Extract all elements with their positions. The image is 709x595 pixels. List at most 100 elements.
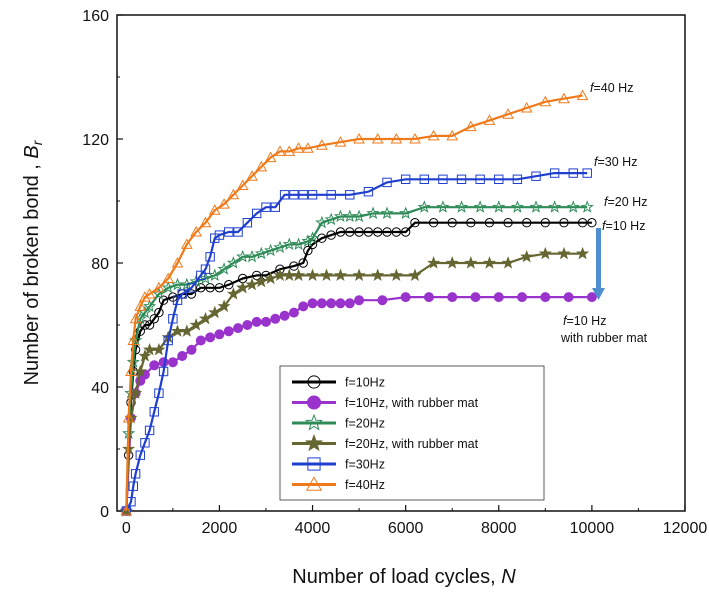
x-tick-label: 4000 (295, 520, 331, 537)
series-line (125, 221, 592, 512)
data-point (144, 425, 155, 436)
data-point (279, 190, 290, 200)
data-point (251, 316, 262, 327)
data-point (218, 198, 230, 209)
data-point (161, 280, 175, 294)
x-tick-label: 12000 (663, 520, 708, 537)
x-tick-label: 8000 (481, 520, 517, 537)
x-tick-label: 10000 (570, 520, 615, 537)
data-point (539, 95, 552, 107)
data-point (205, 252, 215, 262)
data-point (559, 218, 569, 228)
data-point (143, 287, 156, 299)
data-point (382, 227, 392, 237)
data-point (214, 230, 225, 240)
data-point (389, 268, 403, 282)
data-point (242, 320, 253, 330)
annotation-f40: f=40 Hz (590, 81, 633, 95)
x-tick-label: 2000 (202, 520, 238, 537)
data-point (129, 386, 143, 399)
data-point (483, 114, 496, 125)
data-point (582, 168, 592, 178)
data-point (186, 283, 197, 293)
data-point (352, 209, 366, 223)
data-point (428, 218, 439, 228)
data-point (217, 299, 231, 313)
y-tick-label: 40 (91, 380, 109, 397)
data-point (135, 326, 145, 336)
data-point (493, 292, 504, 303)
legend-entry-label: f=20Hz, with rubber mat (345, 437, 479, 451)
data-point (195, 335, 206, 346)
data-point (227, 188, 240, 200)
data-point (464, 256, 478, 269)
data-point (214, 329, 225, 340)
data-point (177, 289, 187, 299)
data-point (484, 218, 495, 228)
data-point (522, 218, 532, 228)
data-point (233, 227, 243, 237)
data-point (502, 108, 514, 119)
data-point (288, 307, 299, 318)
data-point (326, 298, 337, 309)
data-point (466, 218, 476, 228)
data-point (400, 292, 411, 303)
data-point (134, 300, 147, 311)
data-point (274, 145, 286, 156)
annotation-f10-rubber-var: f (563, 314, 568, 328)
annotation-f40-var: f (590, 81, 595, 95)
data-point (540, 292, 551, 303)
data-point (391, 227, 402, 237)
data-point (399, 206, 413, 219)
data-point (538, 246, 552, 260)
annotation-f30-text: =30 Hz (597, 155, 637, 169)
data-point (371, 268, 385, 282)
data-point (326, 190, 336, 200)
data-point (128, 481, 138, 491)
data-point (373, 227, 383, 237)
data-point (400, 174, 411, 185)
data-point (315, 215, 329, 229)
data-point (409, 132, 421, 144)
data-point (289, 261, 299, 271)
data-point (517, 292, 528, 303)
data-point (335, 298, 346, 309)
data-point (129, 312, 142, 324)
data-point (139, 291, 151, 302)
series-layer (119, 89, 597, 517)
data-point (512, 174, 523, 185)
data-point (390, 132, 403, 144)
data-point (125, 365, 137, 376)
data-point (557, 246, 571, 260)
legend-swatch-marker (305, 476, 323, 491)
data-point (264, 271, 278, 285)
y-tick-label: 80 (91, 256, 109, 273)
data-point (292, 142, 305, 153)
annotation-f10-rubber-text: =10 Hz (566, 314, 606, 328)
data-point (563, 292, 574, 303)
legend-box (279, 365, 545, 501)
data-point (492, 200, 506, 213)
data-point (180, 324, 194, 337)
data-point (153, 281, 165, 293)
data-point (475, 174, 485, 185)
annotation-f40-text: =40 Hz (593, 81, 633, 95)
data-point (363, 187, 374, 197)
data-point (255, 160, 268, 172)
legend-entry-label: f=10Hz (345, 376, 385, 390)
data-point (122, 411, 135, 423)
data-point (531, 171, 541, 181)
data-point (298, 301, 309, 312)
y-axis-title-sub: r (29, 139, 45, 145)
data-point (135, 450, 145, 460)
data-point (149, 360, 160, 371)
data-point (345, 227, 355, 237)
x-axis-title-var: N (501, 566, 516, 588)
data-point (186, 344, 197, 355)
legend-entry-label: f=30Hz (345, 458, 385, 472)
data-point (366, 206, 380, 219)
y-tick-label: 0 (100, 504, 109, 521)
legend-swatch-marker (304, 433, 324, 452)
data-point (354, 227, 364, 237)
